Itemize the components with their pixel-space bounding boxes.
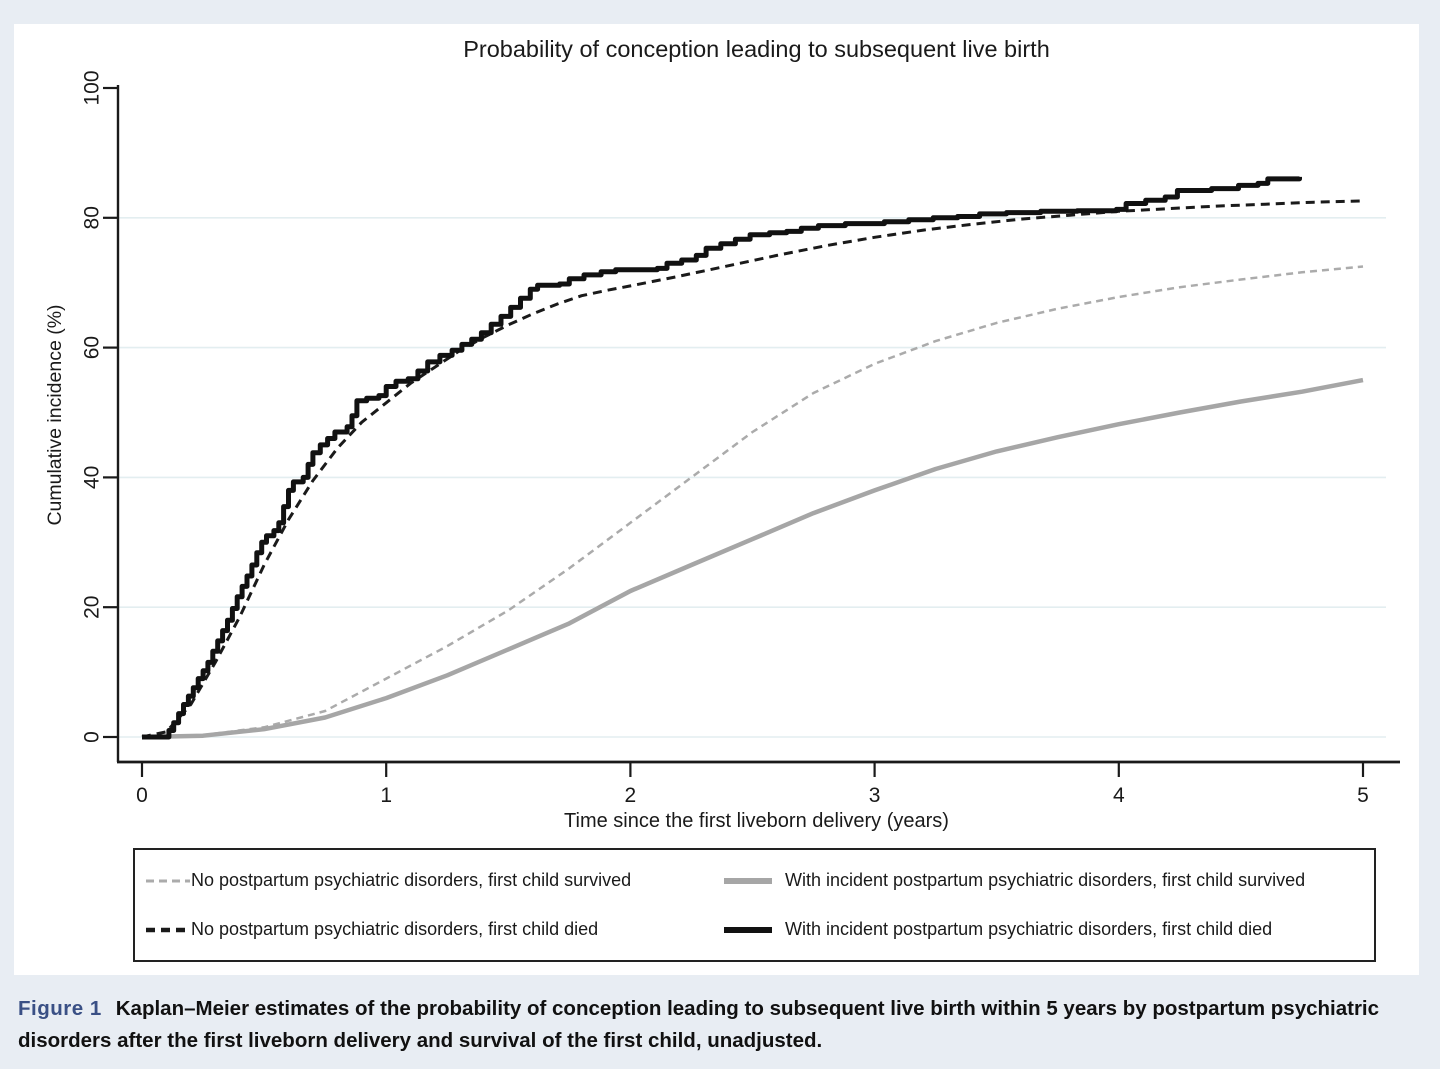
legend-sample-gray-solid-line — [724, 877, 772, 884]
legend-sample-black-solid-line — [724, 926, 772, 933]
y-tick-label: 20 — [81, 596, 104, 619]
x-axis-label: Time since the first liveborn delivery (… — [564, 810, 949, 832]
legend: No postpartum psychiatric disorders, fir… — [133, 848, 1376, 962]
figure-caption: Figure 1 Kaplan–Meier estimates of the pr… — [18, 993, 1424, 1057]
legend-label-no-ppd-survived: No postpartum psychiatric disorders, fir… — [191, 870, 632, 890]
figure-caption-label: Figure 1 — [18, 997, 102, 1020]
legend-sample-black-dashed-line — [146, 927, 190, 932]
legend-sample-gray-dashed-line — [146, 879, 190, 882]
figure-panel: Probability of conception leading to sub… — [14, 24, 1419, 975]
figure-caption-text: Kaplan–Meier estimates of the probabilit… — [18, 997, 1380, 1052]
y-tick-label: 80 — [81, 206, 104, 229]
x-tick-label: 5 — [1357, 784, 1369, 807]
x-tick-label: 0 — [136, 784, 148, 807]
legend-label-ppd-died: With incident postpartum psychiatric dis… — [785, 919, 1273, 939]
curve-series-2 — [141, 199, 1364, 739]
y-tick-label: 40 — [81, 466, 104, 489]
y-tick-label: 60 — [81, 336, 104, 359]
curve-series-3 — [142, 176, 1302, 740]
x-tick-label: 4 — [1113, 784, 1125, 807]
y-axis-label: Cumulative incidence (%) — [44, 304, 66, 526]
y-tick-label: 0 — [81, 731, 104, 743]
legend-label-ppd-survived: With incident postpartum psychiatric dis… — [785, 870, 1306, 890]
x-tick-label: 1 — [380, 784, 392, 807]
legend-label-no-ppd-died: No postpartum psychiatric disorders, fir… — [191, 919, 599, 939]
y-tick-label: 100 — [81, 70, 104, 105]
x-tick-label: 2 — [625, 784, 637, 807]
x-tick-label: 3 — [869, 784, 881, 807]
km-plot-canvas: 0 20 40 60 80 100 0 1 2 3 4 5 — [81, 70, 1400, 807]
curve-series-0 — [141, 265, 1364, 739]
chart-title: Probability of conception leading to sub… — [463, 36, 1050, 62]
curve-series-1 — [141, 377, 1364, 740]
